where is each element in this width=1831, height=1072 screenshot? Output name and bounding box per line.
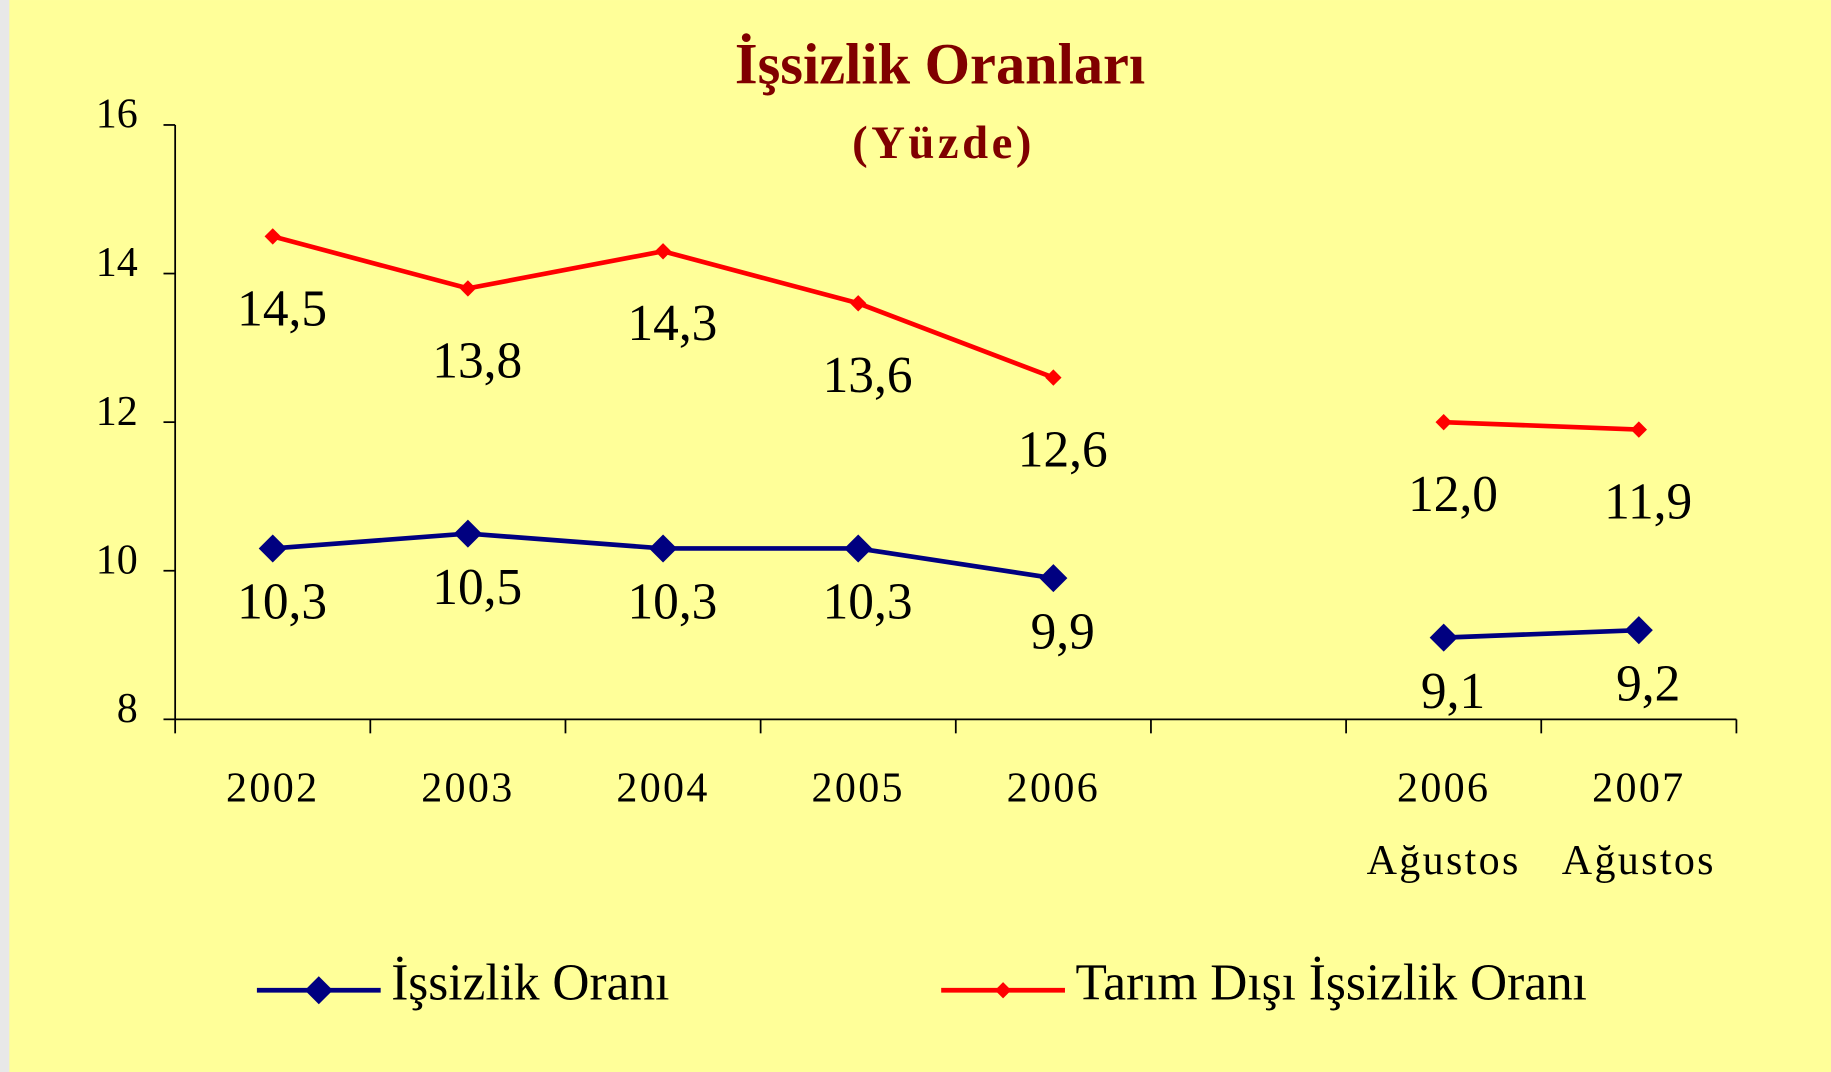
data-label: 11,9 (1604, 473, 1692, 530)
y-tick-label: 10 (96, 537, 138, 583)
background (9, 0, 1831, 1072)
y-tick-label: 16 (96, 92, 138, 138)
marker (1045, 369, 1062, 386)
chart-title: İşsizlik Oranları (735, 31, 1145, 96)
marker (844, 534, 873, 563)
data-label: 10,5 (432, 559, 522, 616)
data-label: 13,6 (823, 347, 913, 404)
data-label: 10,3 (237, 574, 327, 631)
x-tick-label: 2006 Ağustos (1367, 765, 1521, 883)
data-label: 10,3 (823, 574, 913, 631)
legend-marker (304, 976, 333, 1005)
legend-label: İşsizlik Oranı (391, 955, 669, 1012)
x-tick-label: 2007 Ağustos (1562, 765, 1716, 883)
marker (850, 295, 867, 312)
marker (258, 534, 287, 563)
data-label: 14,5 (237, 280, 327, 337)
data-label: 10,3 (627, 574, 717, 631)
x-tick-label: 2003 (421, 765, 514, 811)
chart-subtitle: (Yüzde) (852, 117, 1035, 169)
data-label: 9,9 (1031, 603, 1095, 660)
data-label: 14,3 (627, 295, 717, 352)
data-label: 9,2 (1616, 655, 1680, 712)
y-tick-label: 14 (96, 240, 138, 286)
data-label: 12,0 (1408, 466, 1498, 523)
y-tick-label: 8 (117, 686, 138, 732)
legend-label: Tarım Dışı İşsizlik Oranı (1075, 955, 1587, 1012)
x-tick-label: 2005 (812, 765, 905, 811)
x-tick-label: 2006 (1007, 765, 1100, 811)
y-tick-label: 12 (96, 389, 138, 435)
data-label: 12,6 (1018, 421, 1108, 478)
data-label: 13,8 (432, 332, 522, 389)
marker (1435, 413, 1452, 431)
data-label: 9,1 (1421, 663, 1485, 720)
x-tick-label: 2002 (226, 765, 319, 811)
marker (453, 519, 482, 548)
x-tick-label: 2004 (616, 765, 709, 811)
